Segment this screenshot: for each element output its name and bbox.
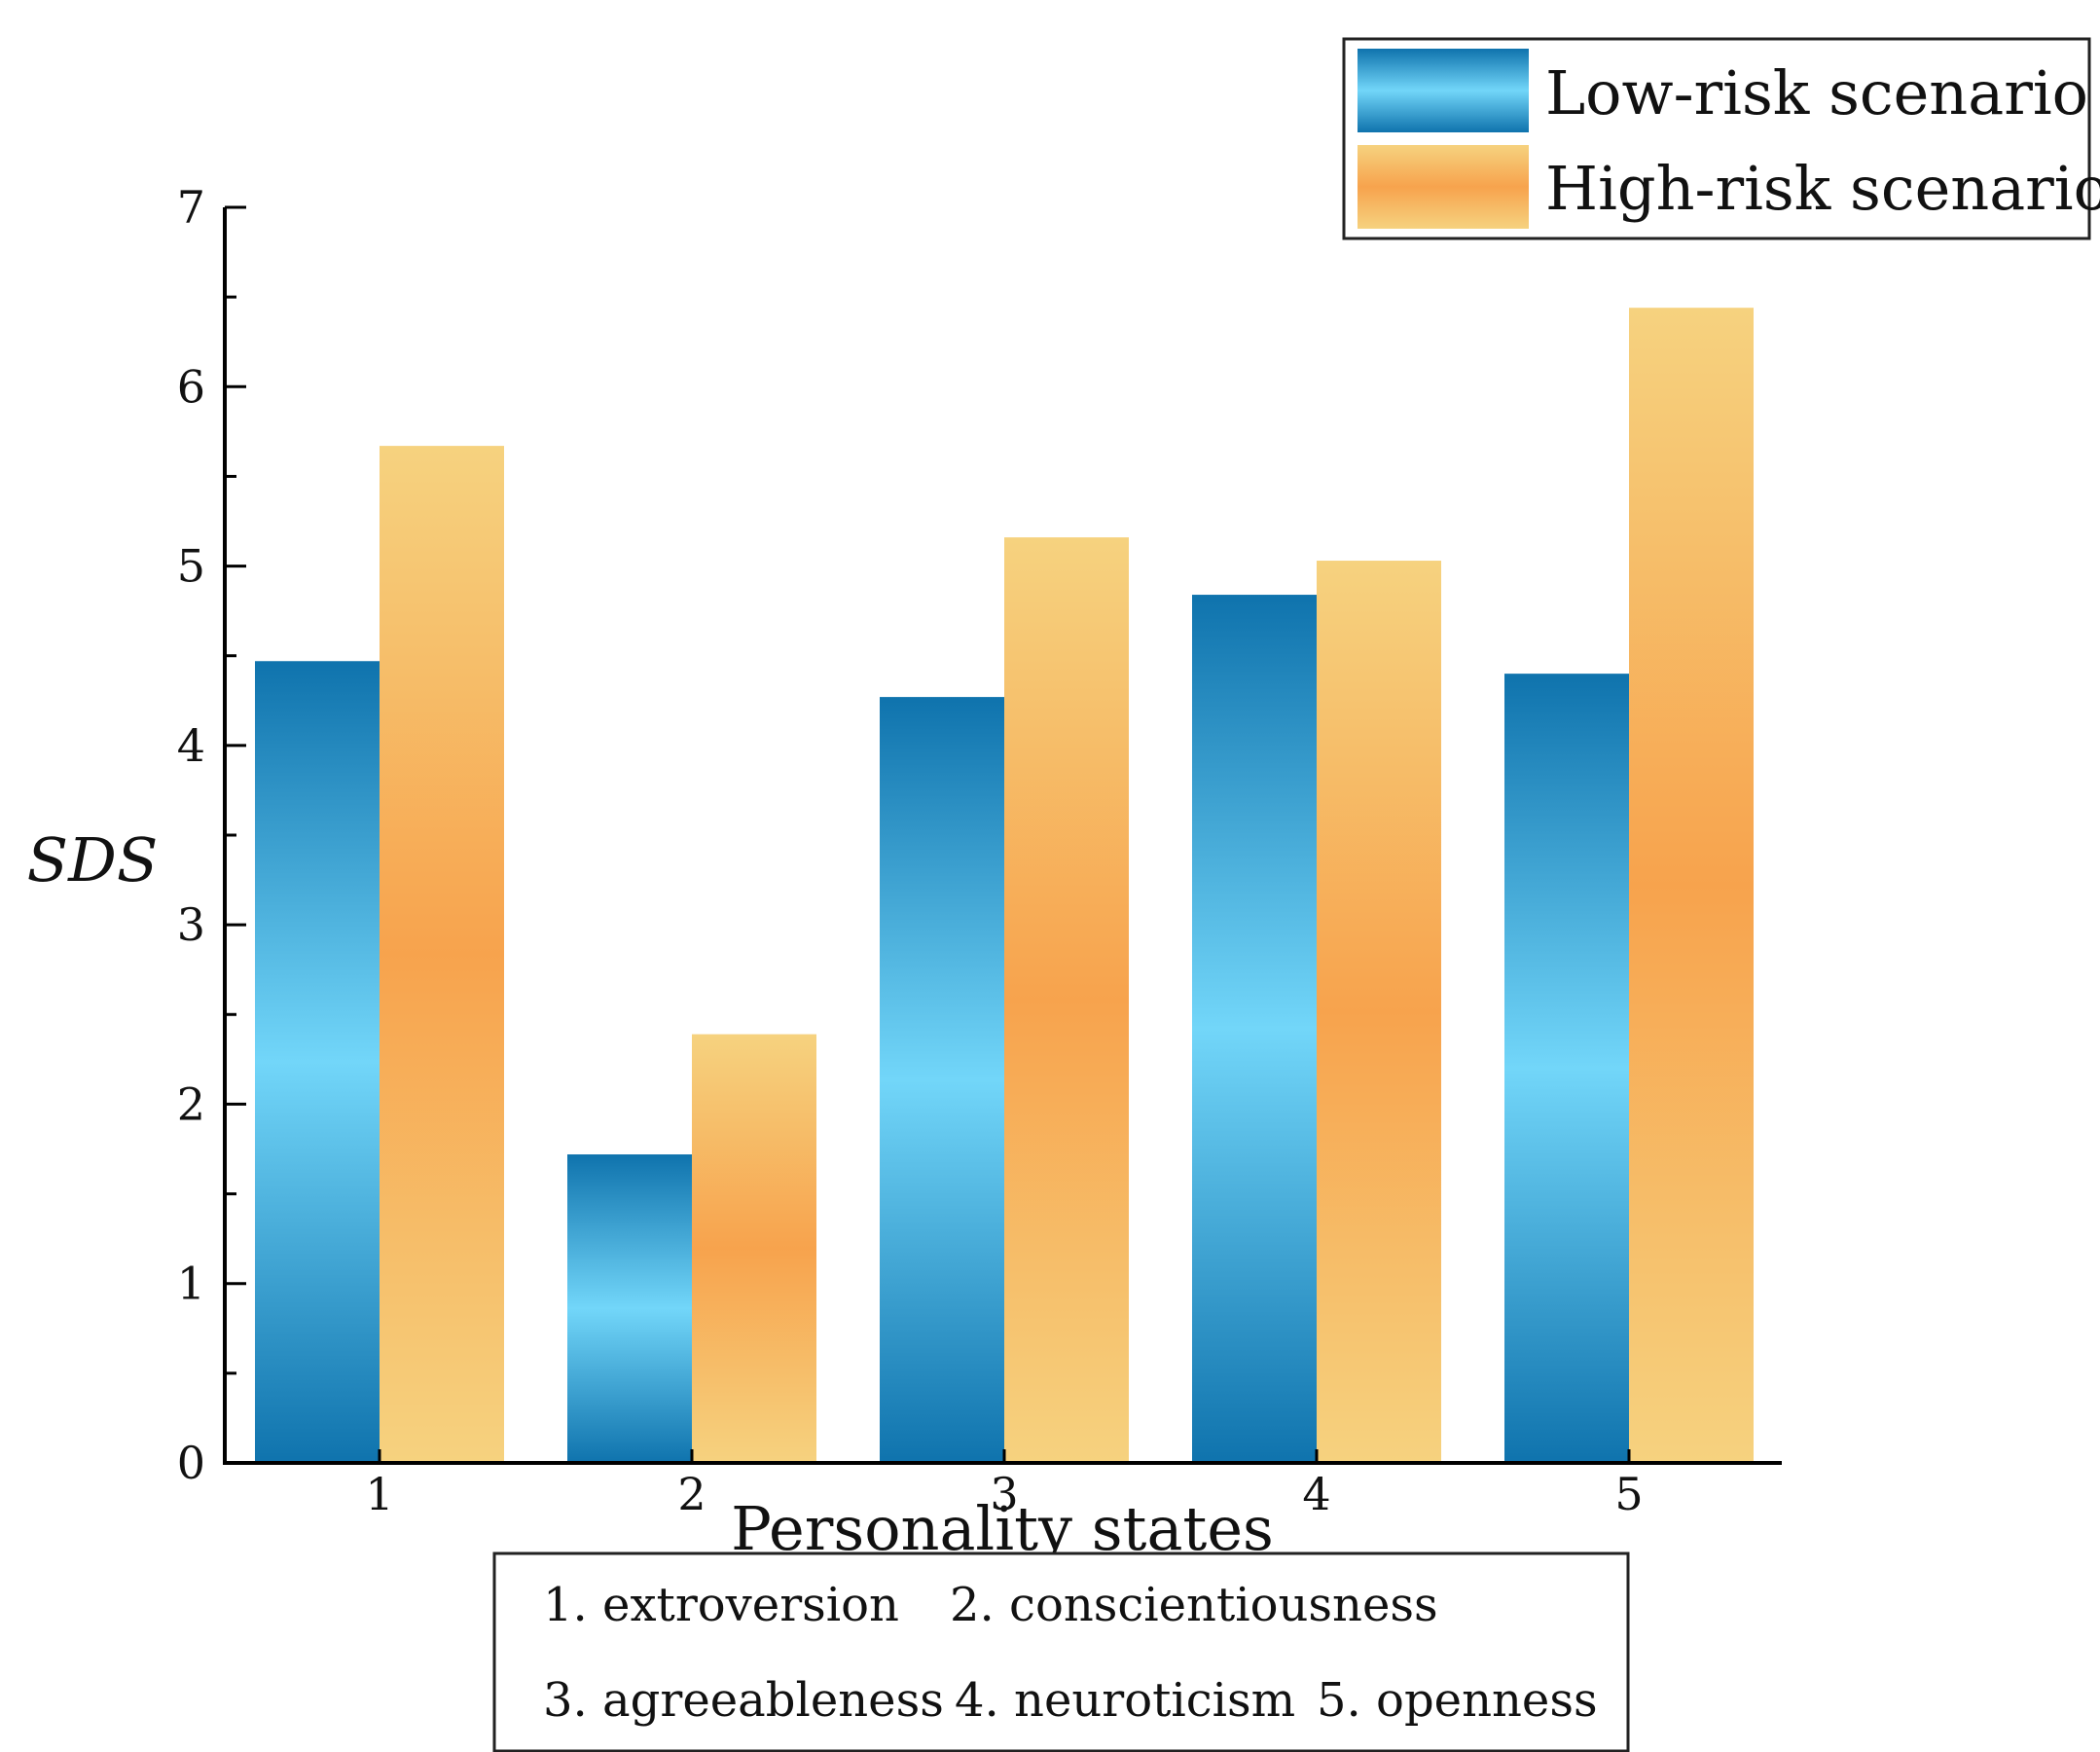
- key-item-neuroticism: 4. neuroticism: [955, 1673, 1295, 1728]
- y-tick-label: 5: [177, 540, 205, 593]
- bar-low-risk-3: [880, 697, 1004, 1463]
- bar-low-risk-5: [1504, 674, 1629, 1463]
- bar-low-risk-4: [1192, 595, 1317, 1463]
- bars-group: [255, 308, 1754, 1464]
- bar-low-risk-1: [255, 661, 380, 1463]
- bar-high-risk-2: [692, 1034, 816, 1463]
- y-tick-label: 0: [177, 1437, 205, 1489]
- key-item-extroversion: 1. extroversion: [543, 1578, 899, 1632]
- y-tick-label: 3: [177, 898, 205, 951]
- key-item-openness: 5. openness: [1317, 1673, 1598, 1728]
- legend-label-low-risk: Low-risk scenario: [1545, 57, 2088, 128]
- x-axis-ticks: 1 2 3 4 5: [365, 1449, 1644, 1520]
- y-tick-label: 6: [177, 360, 205, 413]
- legend: Low-risk scenario High-risk scenario: [1342, 37, 2100, 240]
- y-axis-ticks: 0 1 2 3 4 5 6 7: [177, 181, 246, 1489]
- bar-high-risk-3: [1004, 537, 1129, 1463]
- key-item-conscientiousness: 2. conscientiousness: [950, 1578, 1438, 1632]
- x-tick-label: 1: [365, 1468, 393, 1520]
- bar-high-risk-1: [380, 446, 504, 1464]
- bar-low-risk-2: [567, 1154, 692, 1463]
- y-axis-title: SDS: [27, 824, 159, 895]
- category-key: 1. extroversion 2. conscientiousness 3. …: [492, 1551, 1630, 1752]
- legend-swatch-high-risk: [1358, 145, 1529, 229]
- y-tick-label: 4: [177, 719, 205, 772]
- x-tick-label: 3: [990, 1468, 1018, 1520]
- legend-label-high-risk: High-risk scenario: [1545, 153, 2100, 224]
- x-tick-label: 5: [1614, 1468, 1643, 1520]
- y-tick-label: 1: [177, 1258, 205, 1310]
- y-tick-label: 7: [177, 181, 205, 234]
- key-item-agreeableness: 3. agreeableness: [543, 1673, 944, 1728]
- category-key-frame: [492, 1551, 1630, 1752]
- x-tick-label: 4: [1302, 1468, 1330, 1520]
- bar-high-risk-5: [1629, 308, 1754, 1464]
- legend-swatch-low-risk: [1358, 49, 1529, 132]
- x-tick-label: 2: [677, 1468, 706, 1520]
- bar-high-risk-4: [1317, 561, 1441, 1463]
- y-tick-label: 2: [177, 1077, 205, 1130]
